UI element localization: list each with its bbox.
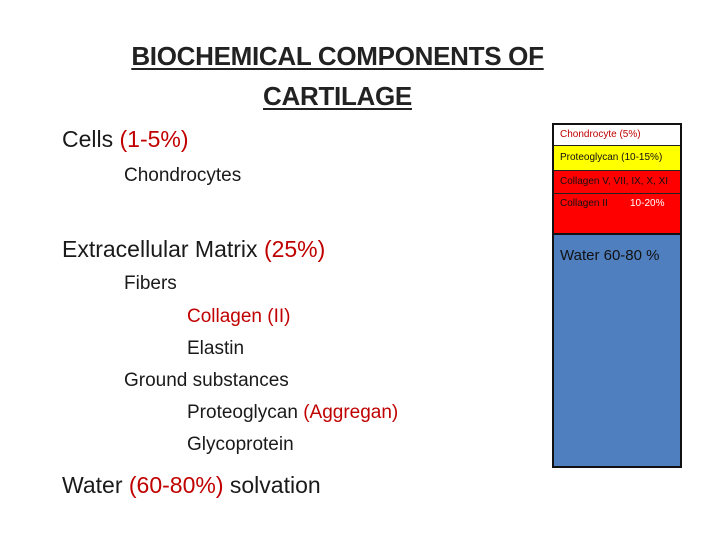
segment-collagen-ii: Collagen II 10-20%: [554, 194, 680, 235]
chondrocytes-item: Chondrocytes: [124, 165, 242, 186]
cells-label: Cells: [62, 126, 114, 152]
glycoprotein-item: Glycoprotein: [187, 434, 294, 455]
water-line: Water (60-80%) solvation: [62, 472, 321, 499]
elastin-item: Elastin: [187, 338, 245, 359]
water-label: Water: [62, 472, 123, 498]
title-line-2: CARTILAGE: [263, 81, 412, 111]
fibers-item: Fibers: [124, 273, 177, 294]
segment-proteoglycan-label: Proteoglycan (10-15%): [560, 152, 663, 163]
cells-line: Cells (1-5%): [62, 126, 189, 153]
aggregan-note: (Aggregan): [303, 402, 399, 423]
proteoglycan-label: Proteoglycan: [187, 402, 298, 423]
ecm-line: Extracellular Matrix (25%): [62, 236, 325, 263]
segment-proteoglycan: Proteoglycan (10-15%): [554, 146, 680, 171]
segment-chondrocyte: Chondrocyte (5%): [554, 125, 680, 146]
segment-water-label: Water 60-80 %: [560, 247, 660, 264]
collagen-item: Collagen (II): [187, 306, 291, 327]
proteoglycan-item: Proteoglycan (Aggregan): [187, 402, 398, 424]
ecm-label: Extracellular Matrix: [62, 236, 258, 262]
segment-collagen-ii-percent: 10-20%: [630, 198, 665, 209]
ecm-percent: (25%): [263, 236, 326, 262]
segment-collagen-ii-label: Collagen II: [560, 198, 608, 209]
segment-chondrocyte-label: Chondrocyte (5%): [560, 129, 641, 140]
water-suffix: solvation: [229, 472, 321, 498]
water-percent: (60-80%): [128, 472, 224, 498]
segment-collagen-minor-label: Collagen V, VII, IX, X, XI: [560, 176, 669, 187]
title-line-1: BIOCHEMICAL COMPONENTS OF: [131, 41, 544, 71]
ground-substances-item: Ground substances: [124, 370, 289, 391]
composition-bar: Chondrocyte (5%) Proteoglycan (10-15%) C…: [552, 123, 682, 468]
cells-percent: (1-5%): [119, 126, 189, 152]
segment-collagen-minor: Collagen V, VII, IX, X, XI: [554, 171, 680, 194]
slide-title: BIOCHEMICAL COMPONENTS OF CARTILAGE: [100, 36, 575, 116]
